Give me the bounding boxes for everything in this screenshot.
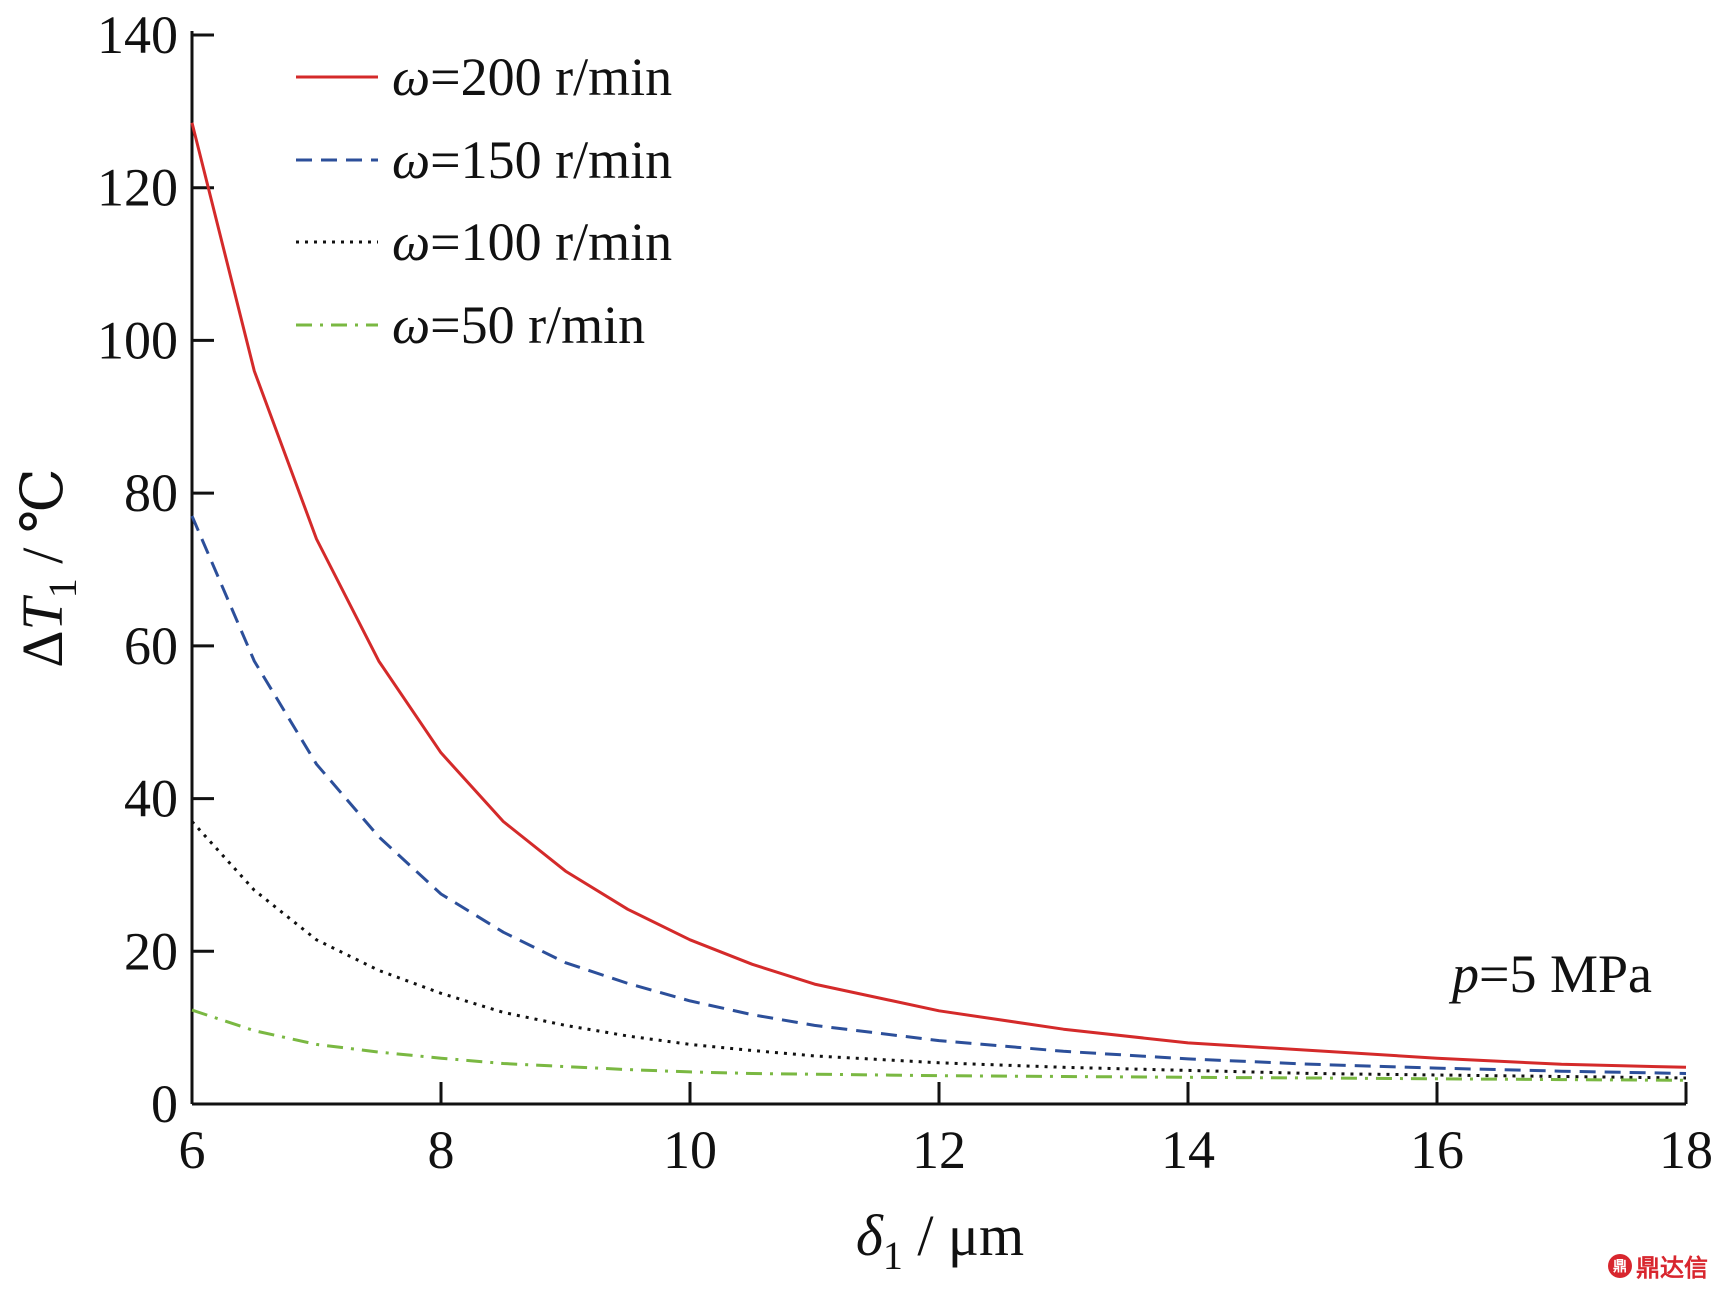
y-tick-label: 0 bbox=[151, 1074, 178, 1134]
legend-label-3: ω=50 r/min bbox=[392, 295, 645, 355]
x-axis-title: δ1 / μm bbox=[856, 1203, 1024, 1278]
watermark: 鼎 鼎达信 bbox=[1608, 1248, 1708, 1283]
y-tick-label: 120 bbox=[97, 158, 178, 218]
legend-label-2: ω=100 r/min bbox=[392, 212, 672, 272]
y-tick-label: 40 bbox=[124, 769, 178, 829]
legend-label-0: ω=200 r/min bbox=[392, 47, 672, 107]
x-tick-label: 12 bbox=[912, 1120, 966, 1180]
y-tick-label: 60 bbox=[124, 616, 178, 676]
watermark-logo-icon: 鼎 bbox=[1608, 1254, 1632, 1278]
legend-label-1: ω=150 r/min bbox=[392, 130, 672, 190]
x-tick-label: 8 bbox=[428, 1120, 455, 1180]
x-tick-label: 10 bbox=[663, 1120, 717, 1180]
x-tick-label: 18 bbox=[1659, 1120, 1713, 1180]
y-tick-label: 100 bbox=[97, 310, 178, 370]
pressure-annotation: p=5 MPa bbox=[1448, 944, 1652, 1004]
x-tick-label: 14 bbox=[1161, 1120, 1215, 1180]
y-tick-label: 20 bbox=[124, 921, 178, 981]
y-tick-label: 140 bbox=[97, 5, 178, 65]
watermark-text: 鼎达信 bbox=[1636, 1248, 1708, 1283]
x-tick-label: 16 bbox=[1410, 1120, 1464, 1180]
y-tick-label: 80 bbox=[124, 463, 178, 523]
y-axis-title: ΔT1 / ℃ bbox=[10, 468, 85, 668]
x-tick-label: 6 bbox=[179, 1120, 206, 1180]
